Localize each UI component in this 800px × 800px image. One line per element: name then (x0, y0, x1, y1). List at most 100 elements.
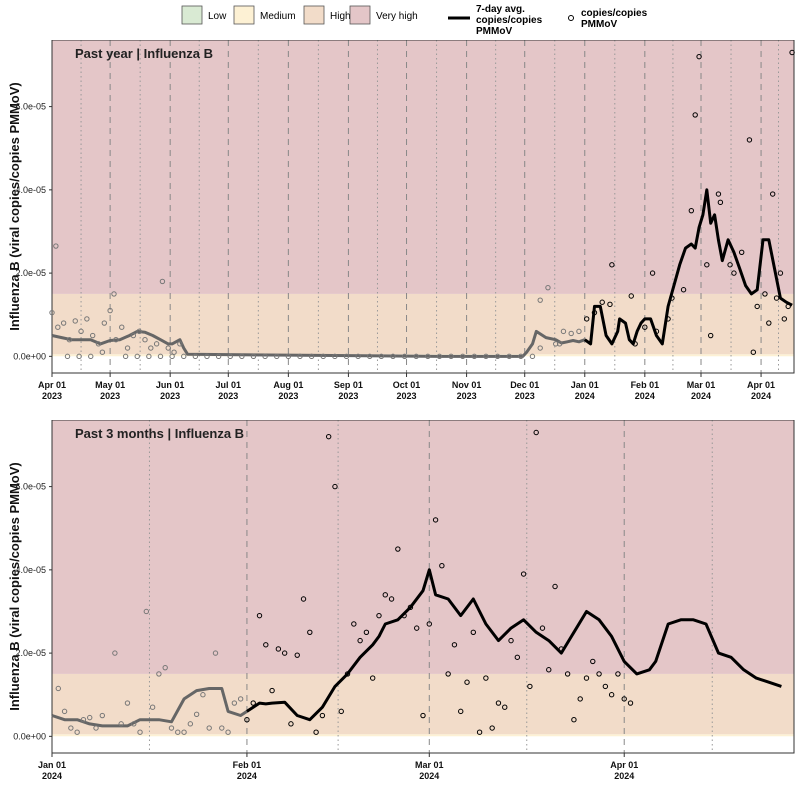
band-baseline-gap (52, 736, 794, 753)
band-high (52, 293, 794, 355)
data-point (520, 571, 527, 577)
data-point (88, 353, 94, 360)
data-point (320, 353, 326, 360)
data-point (390, 353, 396, 360)
data-point (609, 262, 615, 268)
data-point (506, 353, 512, 360)
data-point (583, 675, 590, 681)
data-point (239, 353, 245, 360)
data-point (93, 725, 99, 731)
x-tick-year-label: 2024 (42, 771, 62, 781)
data-point (231, 700, 238, 706)
data-point (269, 687, 275, 694)
legend-point-swatch (568, 15, 574, 21)
data-point (527, 683, 533, 690)
data-point (518, 353, 524, 360)
x-tick-year-label: 2024 (635, 391, 655, 401)
data-point (653, 328, 660, 335)
data-point (692, 112, 698, 118)
data-point (332, 483, 338, 490)
data-point (101, 320, 108, 326)
data-point (458, 708, 464, 715)
data-point (351, 621, 357, 627)
data-point (74, 729, 80, 735)
data-point (319, 712, 326, 719)
data-point (256, 612, 263, 619)
x-tick-label: Dec 01 (510, 380, 539, 390)
data-point (401, 612, 407, 619)
data-point (731, 270, 737, 276)
data-point (55, 685, 61, 692)
legend-label-very-high: Very high (376, 11, 418, 22)
data-point (107, 307, 113, 314)
y-tick-label: 4.0e-05 (15, 185, 46, 195)
data-point (584, 316, 590, 322)
data-point (212, 650, 219, 656)
data-point (665, 316, 671, 322)
data-point (61, 708, 68, 715)
data-point (777, 270, 784, 276)
x-tick-year-label: 2023 (338, 391, 358, 401)
y-axis-label: Influenza B (viral copies/copies PMMoV) (7, 82, 22, 331)
data-point (84, 316, 90, 322)
data-point (560, 328, 567, 335)
data-point (564, 671, 571, 677)
x-tick-year-label: 2023 (218, 391, 238, 401)
data-point (146, 353, 152, 360)
data-point (537, 297, 543, 303)
x-tick-label: Mar 01 (415, 760, 444, 770)
data-point (281, 650, 288, 656)
data-point (533, 429, 539, 436)
data-point (192, 353, 199, 360)
data-point (451, 642, 458, 648)
data-point (621, 696, 627, 702)
y-tick-label: 6.0e-05 (15, 482, 46, 492)
data-point (704, 262, 710, 268)
x-tick-label: Apr 01 (38, 380, 66, 390)
legend-point-label: copies/copies PMMoV (581, 8, 650, 30)
x-tick-label: Aug 01 (273, 380, 303, 390)
x-tick-year-label: 2023 (457, 391, 477, 401)
data-point (68, 725, 74, 731)
x-tick-label: Sep 01 (334, 380, 363, 390)
data-point (143, 608, 150, 615)
legend-avg-label-line-2: copies/copies (476, 15, 543, 26)
data-point (425, 353, 431, 360)
data-point (307, 629, 313, 635)
panel-title: Past year | Influenza B (75, 46, 213, 61)
data-point (376, 612, 382, 619)
data-point (781, 316, 788, 322)
data-point (407, 604, 414, 611)
data-point (414, 625, 420, 631)
data-point (175, 729, 181, 735)
data-point (274, 353, 280, 360)
data-point (627, 700, 634, 706)
data-point (193, 711, 200, 717)
data-point (696, 53, 702, 60)
data-point (157, 353, 164, 360)
data-point (615, 671, 621, 677)
data-point (78, 328, 84, 335)
legend-label-high: High (330, 11, 351, 22)
x-tick-label: Oct 01 (393, 380, 421, 390)
data-point (181, 729, 187, 735)
data-point (325, 433, 332, 440)
data-point (766, 320, 772, 326)
band-high (52, 673, 794, 735)
data-point (204, 353, 210, 360)
legend-point-label-line-2: PMMoV (581, 19, 617, 30)
x-tick-year-label: 2024 (751, 391, 771, 401)
data-point (426, 621, 432, 627)
data-point (769, 191, 776, 197)
data-point (118, 721, 124, 727)
y-tick-label: 2.0e-05 (15, 268, 46, 278)
data-point (495, 700, 502, 706)
data-point (344, 671, 351, 677)
data-point (680, 287, 687, 293)
data-point (445, 671, 451, 677)
band-medium (52, 734, 794, 737)
data-point (162, 664, 168, 671)
data-point (669, 295, 675, 301)
data-point (715, 191, 722, 197)
